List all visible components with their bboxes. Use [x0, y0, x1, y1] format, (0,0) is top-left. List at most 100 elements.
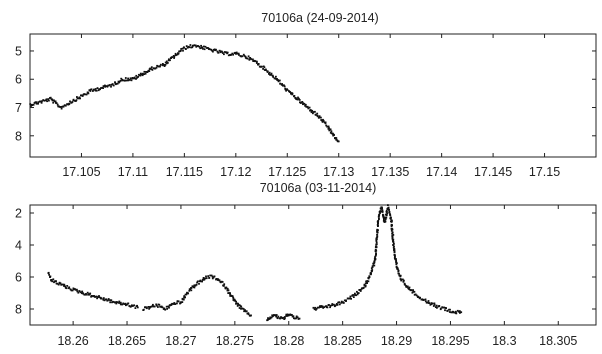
data-point: [32, 103, 35, 106]
data-point: [77, 97, 80, 100]
data-point: [327, 125, 330, 128]
data-point: [105, 85, 108, 87]
data-point: [333, 134, 335, 136]
data-point: [49, 96, 52, 99]
data-point: [119, 301, 122, 304]
data-point: [373, 264, 376, 267]
data-point: [79, 291, 82, 294]
data-point: [118, 80, 121, 83]
data-point: [398, 272, 400, 275]
data-point: [321, 119, 323, 122]
data-point: [354, 292, 356, 295]
data-point: [265, 68, 267, 71]
data-point: [295, 315, 298, 318]
data-point: [61, 105, 63, 108]
data-point: [247, 55, 250, 58]
data-point: [396, 266, 398, 269]
data-point: [267, 317, 269, 319]
data-point: [125, 304, 127, 307]
data-point: [382, 215, 385, 218]
data-point: [381, 210, 384, 213]
data-point: [204, 277, 207, 280]
data-point: [158, 303, 161, 306]
data-point: [47, 272, 50, 274]
data-point: [270, 316, 273, 319]
data-point: [375, 245, 377, 248]
data-point: [412, 290, 415, 293]
data-point: [163, 65, 166, 67]
data-point: [111, 301, 113, 304]
data-point: [448, 311, 451, 313]
data-point: [227, 292, 230, 294]
data-point: [133, 76, 136, 79]
data-point: [51, 98, 54, 101]
data-point: [176, 300, 179, 303]
data-point: [397, 269, 400, 272]
data-point: [200, 44, 202, 47]
data-point: [165, 60, 168, 63]
data-point: [182, 49, 184, 52]
data-point: [300, 101, 303, 104]
data-point: [180, 49, 182, 52]
data-point: [400, 278, 403, 281]
data-point: [316, 115, 319, 118]
data-point: [137, 76, 139, 78]
data-point: [377, 215, 380, 218]
data-point: [282, 84, 284, 87]
data-point: [152, 303, 154, 306]
data-point: [252, 58, 254, 61]
data-point: [306, 105, 309, 108]
data-point: [376, 230, 379, 233]
data-point: [136, 76, 138, 79]
data-point: [281, 317, 284, 320]
data-point: [98, 296, 101, 299]
data-point: [402, 278, 404, 281]
data-point: [201, 279, 204, 281]
data-point: [150, 66, 153, 69]
data-point: [335, 303, 338, 305]
data-point: [430, 303, 433, 305]
data-point: [285, 89, 287, 92]
data-point: [275, 315, 277, 318]
data-point: [459, 312, 461, 314]
data-point: [236, 305, 239, 307]
data-point: [35, 101, 37, 104]
data-point: [247, 312, 250, 315]
data-point: [329, 304, 332, 307]
data-point: [285, 315, 288, 317]
data-point: [55, 102, 58, 105]
data-point: [242, 53, 245, 56]
data-point: [127, 79, 130, 82]
data-point: [326, 306, 329, 309]
data-point: [221, 281, 224, 283]
data-point: [211, 49, 213, 52]
data-point: [193, 286, 196, 289]
data-point: [146, 307, 148, 310]
data-point: [77, 291, 80, 294]
data-point: [243, 55, 246, 57]
x-tick-label: 17.105: [62, 165, 100, 179]
data-point: [175, 54, 178, 56]
data-point: [377, 220, 380, 222]
y-tick-label: 5: [15, 44, 22, 58]
x-axis: 18.26 18.265 18.27 18.275 18.28 18.285 18.29 18…: [57, 205, 577, 348]
data-point: [331, 303, 334, 305]
data-point: [225, 286, 228, 289]
data-point: [62, 105, 65, 108]
data-point: [227, 289, 230, 292]
data-point: [170, 304, 173, 306]
data-point: [244, 309, 246, 311]
data-point: [276, 78, 278, 80]
y-tick-label: 7: [15, 101, 22, 115]
data-point: [436, 306, 438, 309]
data-point: [52, 278, 55, 281]
data-point: [204, 45, 207, 48]
data-point: [393, 254, 396, 256]
data-point: [86, 291, 89, 294]
data-point: [332, 133, 335, 136]
data-point: [331, 304, 334, 307]
data-point: [121, 303, 124, 306]
y-tick-label: 4: [15, 239, 22, 253]
data-point: [185, 48, 187, 50]
data-point: [390, 225, 393, 228]
